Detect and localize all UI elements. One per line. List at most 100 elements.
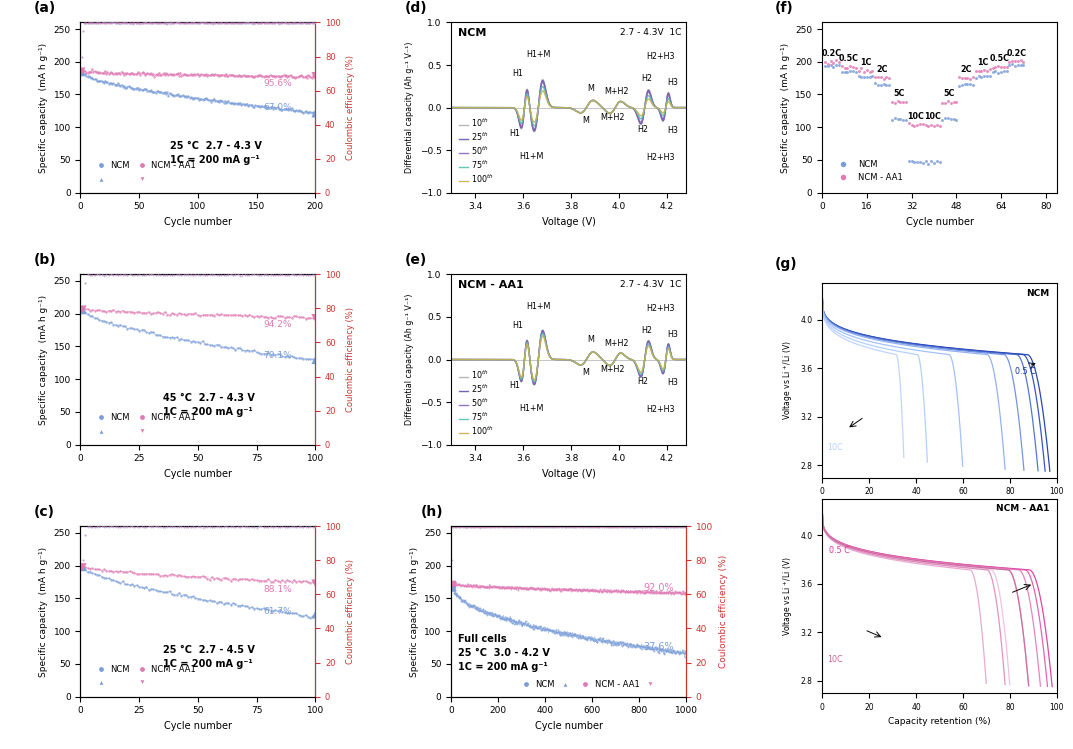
Point bbox=[199, 521, 216, 533]
Point bbox=[222, 17, 239, 29]
Point bbox=[493, 610, 510, 622]
Point bbox=[544, 625, 561, 637]
Point bbox=[199, 309, 216, 321]
Point bbox=[652, 521, 670, 533]
Point bbox=[461, 580, 479, 592]
Point bbox=[82, 71, 99, 83]
Point bbox=[146, 70, 163, 82]
Point bbox=[218, 597, 235, 609]
Point bbox=[238, 269, 255, 281]
Point bbox=[535, 521, 553, 533]
Point bbox=[523, 581, 540, 593]
Point bbox=[1001, 58, 1018, 70]
Point bbox=[524, 622, 541, 634]
Point bbox=[248, 346, 265, 358]
10$^{th}$ bbox=[584, 97, 597, 106]
Point bbox=[911, 156, 928, 168]
Point bbox=[144, 85, 161, 97]
Point bbox=[105, 521, 122, 533]
Point bbox=[540, 583, 557, 595]
Point bbox=[495, 521, 512, 533]
Point bbox=[909, 156, 926, 168]
Point bbox=[115, 16, 132, 28]
Point bbox=[549, 583, 567, 595]
Point bbox=[563, 521, 580, 533]
Point bbox=[74, 65, 91, 77]
Point bbox=[648, 521, 665, 533]
Point bbox=[660, 521, 677, 533]
Point bbox=[288, 521, 305, 533]
Point bbox=[508, 521, 525, 533]
Point bbox=[160, 69, 177, 81]
Point bbox=[598, 521, 615, 533]
Point bbox=[479, 521, 496, 533]
50$^{th}$ bbox=[486, 103, 499, 112]
Point bbox=[657, 587, 674, 599]
Text: M+H2: M+H2 bbox=[604, 339, 629, 348]
Point bbox=[196, 338, 214, 350]
Point bbox=[535, 583, 553, 595]
Point bbox=[175, 521, 192, 533]
Point bbox=[99, 16, 116, 28]
Point bbox=[101, 77, 118, 89]
Point bbox=[945, 113, 962, 125]
Point bbox=[114, 268, 131, 280]
Point bbox=[540, 521, 557, 533]
Point bbox=[596, 634, 613, 646]
Point bbox=[668, 586, 686, 598]
Point bbox=[480, 521, 497, 533]
Point bbox=[102, 521, 119, 533]
Point bbox=[298, 72, 315, 84]
Point bbox=[259, 70, 276, 82]
Point bbox=[276, 70, 293, 82]
75$^{th}$ bbox=[679, 103, 692, 112]
Point bbox=[468, 580, 485, 592]
100$^{th}$ bbox=[584, 97, 597, 106]
Point bbox=[238, 521, 255, 533]
Point bbox=[161, 309, 178, 321]
Point bbox=[305, 269, 322, 281]
Point bbox=[670, 521, 687, 533]
Point bbox=[616, 521, 633, 533]
Point bbox=[135, 521, 152, 533]
Point bbox=[148, 68, 165, 80]
Point bbox=[152, 69, 170, 81]
Point bbox=[460, 521, 477, 533]
Point bbox=[567, 521, 584, 533]
Point bbox=[262, 269, 279, 281]
Point bbox=[130, 16, 147, 28]
Point bbox=[573, 521, 590, 533]
Text: 5C: 5C bbox=[894, 89, 905, 98]
Point bbox=[189, 92, 206, 104]
Point bbox=[162, 88, 179, 100]
Point bbox=[458, 598, 475, 610]
Point bbox=[567, 628, 584, 640]
Point bbox=[186, 16, 203, 28]
Point bbox=[100, 269, 117, 281]
Point bbox=[648, 643, 665, 655]
Point bbox=[77, 16, 94, 28]
Point bbox=[598, 635, 615, 647]
Point bbox=[187, 69, 204, 81]
25$^{th}$ bbox=[602, 361, 615, 370]
Point bbox=[232, 17, 249, 29]
Point bbox=[495, 613, 512, 625]
Point bbox=[100, 521, 117, 533]
50$^{th}$ bbox=[486, 355, 499, 364]
Point bbox=[636, 587, 653, 599]
Point bbox=[180, 16, 197, 28]
Point bbox=[638, 521, 656, 533]
Point bbox=[476, 581, 494, 593]
Point bbox=[499, 581, 516, 593]
Point bbox=[624, 639, 642, 651]
Point bbox=[144, 16, 161, 28]
Point bbox=[209, 17, 226, 29]
Point bbox=[79, 17, 97, 29]
Point bbox=[612, 636, 629, 648]
Point bbox=[630, 640, 647, 652]
Point bbox=[591, 521, 608, 533]
Point bbox=[262, 521, 279, 533]
Point bbox=[629, 639, 646, 651]
Point bbox=[650, 521, 667, 533]
Point bbox=[147, 329, 164, 341]
